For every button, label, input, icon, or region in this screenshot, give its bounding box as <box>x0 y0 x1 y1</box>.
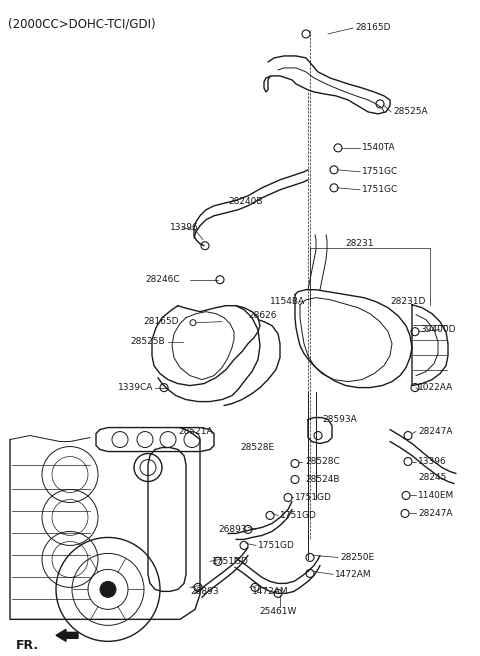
Text: 13396: 13396 <box>170 223 199 232</box>
Text: 28524B: 28524B <box>305 475 339 484</box>
Text: 25461W: 25461W <box>259 607 297 616</box>
Text: 1154BA: 1154BA <box>270 297 305 306</box>
Text: 28231D: 28231D <box>390 297 425 306</box>
Text: 1140EM: 1140EM <box>418 491 454 500</box>
Text: (2000CC>DOHC-TCI/GDI): (2000CC>DOHC-TCI/GDI) <box>8 18 156 31</box>
Text: 28247A: 28247A <box>418 427 453 436</box>
Text: 1472AM: 1472AM <box>335 570 372 579</box>
Circle shape <box>376 100 384 108</box>
Text: 28240B: 28240B <box>228 197 263 206</box>
Text: 28626: 28626 <box>248 311 276 320</box>
Circle shape <box>251 583 259 592</box>
Circle shape <box>330 166 338 174</box>
Circle shape <box>190 319 196 325</box>
Circle shape <box>334 144 342 152</box>
Circle shape <box>216 276 224 283</box>
Circle shape <box>214 558 222 565</box>
Circle shape <box>306 569 314 577</box>
Circle shape <box>266 512 274 520</box>
Text: 1022AA: 1022AA <box>418 383 453 392</box>
Text: 28247A: 28247A <box>418 509 453 518</box>
Circle shape <box>306 554 314 562</box>
Text: 1751GC: 1751GC <box>362 185 398 194</box>
Text: 26893: 26893 <box>218 525 247 534</box>
Text: 28231: 28231 <box>345 239 373 248</box>
Circle shape <box>401 510 409 518</box>
Text: 1339CA: 1339CA <box>118 383 154 392</box>
Text: 28528E: 28528E <box>240 443 274 452</box>
Circle shape <box>291 476 299 483</box>
Text: 28525A: 28525A <box>393 108 428 116</box>
Text: 26893: 26893 <box>190 587 218 596</box>
Text: 28250E: 28250E <box>340 553 374 562</box>
Text: 28528C: 28528C <box>305 457 340 466</box>
Circle shape <box>404 432 412 440</box>
Circle shape <box>402 491 410 499</box>
Circle shape <box>411 384 419 392</box>
Text: 1540TA: 1540TA <box>362 144 396 152</box>
Circle shape <box>274 589 282 598</box>
Text: 13396: 13396 <box>418 457 447 466</box>
Circle shape <box>201 242 209 250</box>
Text: 1751GD: 1751GD <box>280 511 317 520</box>
Circle shape <box>194 583 202 592</box>
Text: 28246C: 28246C <box>145 276 180 284</box>
Text: 1751GD: 1751GD <box>295 493 332 502</box>
Circle shape <box>240 541 248 550</box>
Circle shape <box>404 457 412 466</box>
Circle shape <box>302 30 310 38</box>
Text: 28245: 28245 <box>418 473 446 482</box>
Text: 28593A: 28593A <box>322 415 357 424</box>
Text: 28521A: 28521A <box>178 427 213 436</box>
Circle shape <box>100 581 116 598</box>
Text: 28525B: 28525B <box>130 337 165 346</box>
Circle shape <box>411 327 419 336</box>
Circle shape <box>314 432 322 440</box>
Circle shape <box>244 525 252 533</box>
Circle shape <box>160 384 168 392</box>
Text: 28165D: 28165D <box>355 24 391 32</box>
Text: 28165D: 28165D <box>143 317 179 326</box>
Text: 1472AM: 1472AM <box>252 587 288 596</box>
Circle shape <box>291 459 299 468</box>
Circle shape <box>284 493 292 501</box>
Text: 1751GD: 1751GD <box>258 541 295 550</box>
Circle shape <box>330 184 338 192</box>
FancyArrow shape <box>56 629 78 642</box>
Text: 1751GD: 1751GD <box>212 557 249 566</box>
Text: 39400D: 39400D <box>420 325 456 334</box>
Text: 1751GC: 1751GC <box>362 167 398 176</box>
Text: FR.: FR. <box>16 640 39 652</box>
